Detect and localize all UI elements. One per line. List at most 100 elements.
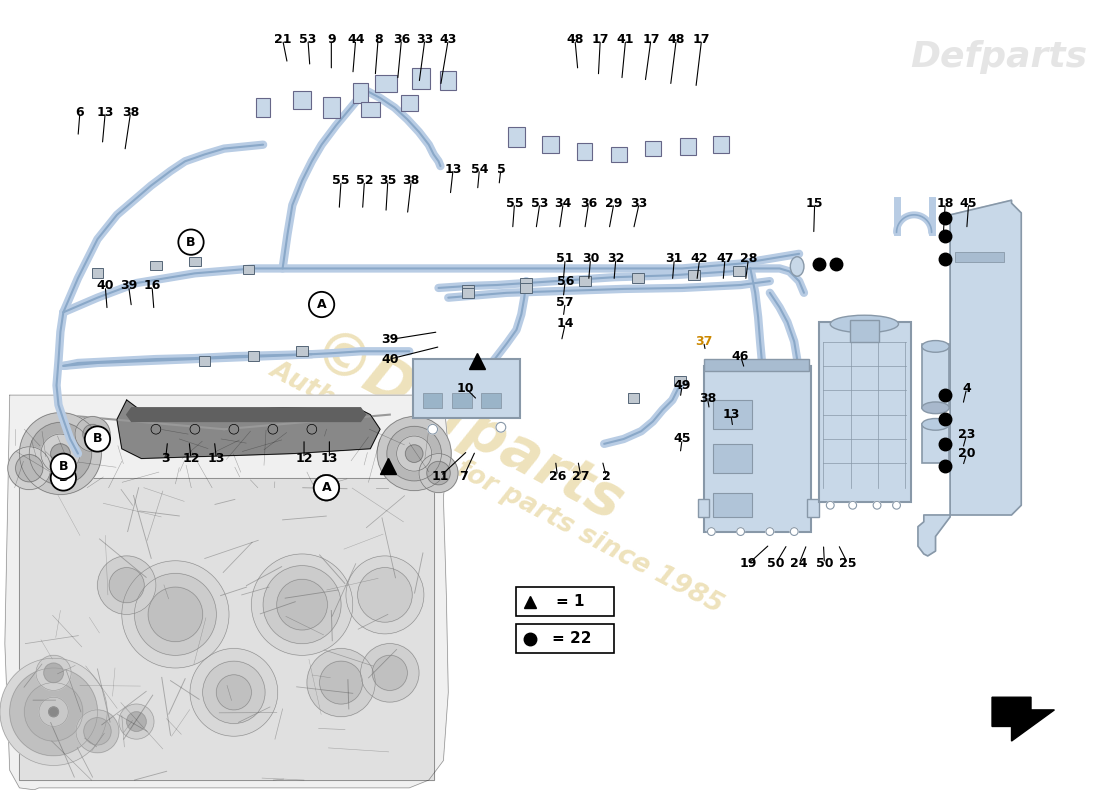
Bar — [256, 98, 270, 118]
Circle shape — [24, 682, 82, 741]
Text: 11: 11 — [431, 470, 449, 482]
Text: 21: 21 — [274, 33, 292, 46]
Text: 34: 34 — [554, 197, 572, 210]
Circle shape — [358, 568, 412, 622]
Text: A: A — [317, 298, 327, 311]
Circle shape — [397, 436, 431, 471]
Circle shape — [151, 424, 161, 434]
Text: 48: 48 — [566, 33, 584, 46]
Circle shape — [229, 424, 239, 434]
Bar — [713, 400, 752, 430]
Text: 17: 17 — [592, 33, 609, 46]
Text: 32: 32 — [607, 252, 625, 265]
Circle shape — [387, 426, 441, 481]
Circle shape — [48, 707, 58, 717]
Circle shape — [51, 466, 76, 490]
Circle shape — [202, 661, 265, 723]
Circle shape — [427, 462, 450, 485]
Bar — [294, 91, 311, 109]
Bar — [520, 283, 532, 293]
Text: B: B — [58, 471, 68, 485]
Text: 33: 33 — [630, 197, 648, 210]
Bar — [248, 351, 260, 361]
Text: 47: 47 — [716, 252, 734, 265]
Text: 26: 26 — [549, 470, 566, 482]
Text: 19: 19 — [739, 558, 757, 570]
Text: 14: 14 — [557, 318, 574, 330]
Bar — [189, 257, 200, 266]
Ellipse shape — [922, 341, 949, 352]
Text: 42: 42 — [691, 252, 708, 265]
Text: 13: 13 — [208, 452, 226, 465]
Text: 57: 57 — [557, 296, 574, 309]
Bar — [922, 424, 949, 463]
Text: 38: 38 — [698, 391, 716, 405]
Polygon shape — [126, 408, 365, 422]
Bar — [422, 393, 442, 408]
Circle shape — [10, 668, 98, 756]
Polygon shape — [4, 395, 449, 790]
Ellipse shape — [830, 315, 899, 333]
Text: 55: 55 — [332, 174, 350, 187]
Text: 6: 6 — [76, 106, 85, 119]
Circle shape — [252, 554, 353, 655]
Text: 46: 46 — [732, 350, 749, 362]
Bar — [414, 359, 520, 418]
Circle shape — [307, 424, 317, 434]
Bar — [610, 146, 627, 162]
Circle shape — [190, 649, 277, 736]
Bar — [674, 376, 686, 386]
Circle shape — [406, 445, 422, 462]
Text: 39: 39 — [120, 279, 138, 293]
Text: 48: 48 — [668, 33, 685, 46]
Circle shape — [15, 454, 43, 482]
Text: 12: 12 — [183, 452, 200, 465]
Circle shape — [119, 704, 154, 739]
Bar — [452, 393, 472, 408]
Text: 36: 36 — [580, 197, 597, 210]
Circle shape — [190, 424, 200, 434]
Text: Authorization for parts since 1985: Authorization for parts since 1985 — [266, 357, 728, 619]
Circle shape — [134, 574, 217, 655]
Text: 50: 50 — [767, 558, 784, 570]
Circle shape — [30, 422, 91, 485]
Bar — [704, 366, 811, 531]
Text: 35: 35 — [379, 174, 396, 187]
Circle shape — [307, 649, 375, 717]
Text: B: B — [186, 236, 196, 249]
Circle shape — [320, 661, 363, 704]
Text: 50: 50 — [816, 558, 833, 570]
Text: 24: 24 — [790, 558, 807, 570]
Bar — [955, 252, 1003, 262]
Circle shape — [109, 568, 144, 602]
Text: 36: 36 — [393, 33, 410, 46]
Text: 30: 30 — [582, 252, 600, 265]
Text: 2: 2 — [602, 470, 610, 482]
Bar — [508, 127, 525, 146]
Bar — [645, 141, 661, 156]
Bar — [296, 346, 308, 356]
Text: 41: 41 — [617, 33, 635, 46]
Text: Defparts: Defparts — [911, 40, 1088, 74]
Text: 16: 16 — [143, 279, 161, 293]
Bar — [482, 393, 500, 408]
Circle shape — [85, 426, 110, 452]
Text: 27: 27 — [572, 470, 590, 482]
Text: 40: 40 — [97, 279, 114, 293]
Text: B: B — [92, 433, 102, 446]
Bar — [412, 68, 430, 89]
Text: A: A — [321, 482, 331, 494]
Text: 5: 5 — [496, 162, 505, 175]
Bar — [713, 493, 752, 517]
Bar — [440, 70, 456, 90]
Bar — [322, 97, 340, 118]
Circle shape — [892, 502, 901, 509]
Text: 55: 55 — [506, 197, 524, 210]
Circle shape — [8, 446, 51, 490]
Text: ©Defparts: ©Defparts — [302, 323, 634, 535]
Text: 15: 15 — [806, 197, 824, 210]
Bar — [462, 285, 474, 294]
Text: 49: 49 — [673, 379, 691, 392]
Text: 9: 9 — [327, 33, 336, 46]
Text: 10: 10 — [458, 382, 474, 395]
